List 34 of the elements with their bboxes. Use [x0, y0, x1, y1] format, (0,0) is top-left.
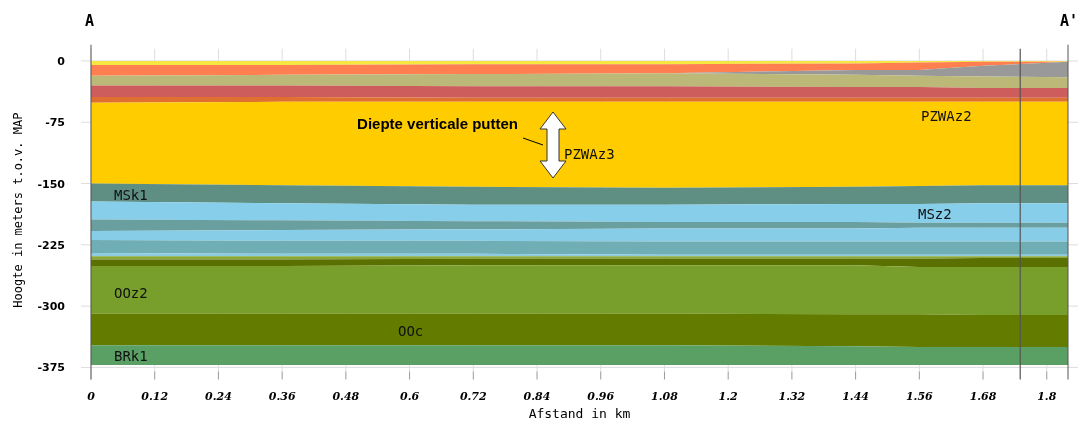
y-tick-label: -225 [37, 238, 65, 252]
annotation: MSz2 [918, 206, 952, 222]
text: A' [1059, 12, 1078, 30]
x-tick-label: 1.32 [778, 389, 806, 403]
x-tick-label: 0.48 [332, 389, 360, 403]
x-tick-label: 0.84 [523, 389, 551, 403]
annotation: BRk1 [114, 348, 148, 364]
y-tick-label: -150 [37, 177, 66, 191]
x-tick-label: 0 [87, 389, 96, 403]
y-tick-label: 0 [57, 54, 66, 68]
y-tick-label: -75 [45, 116, 65, 130]
y-axis-title: Hoogte in meters t.o.v. MAP [11, 112, 25, 308]
x-tick-label: 0.6 [400, 389, 420, 403]
x-tick-label: 0.96 [587, 389, 615, 403]
y-tick-label: -300 [37, 300, 66, 314]
x-tick-label: 1.8 [1037, 389, 1057, 403]
text: A [85, 12, 95, 30]
annotation: MSk1 [114, 187, 148, 203]
x-tick-label: 1.44 [842, 389, 870, 403]
annotation: Diepte verticale putten [357, 115, 518, 132]
x-tick-label: 1.08 [651, 389, 679, 403]
x-tick-label: 1.68 [969, 389, 997, 403]
x-tick-label: 0.12 [141, 389, 169, 403]
y-tick-label: -375 [37, 361, 65, 375]
x-tick-label: 0.72 [459, 389, 488, 403]
x-axis-title: Afstand in km [528, 405, 631, 421]
annotation: PZWAz2 [921, 108, 972, 124]
x-tick-label: 0.36 [268, 389, 296, 403]
x-tick-label: 0.24 [205, 389, 232, 403]
annotation: PZWAz3 [564, 146, 615, 162]
annotation: OOc [398, 323, 424, 339]
x-tick-label: 1.56 [905, 389, 934, 403]
x-tick-label: 1.2 [718, 389, 739, 403]
annotation: OOz2 [114, 285, 148, 301]
